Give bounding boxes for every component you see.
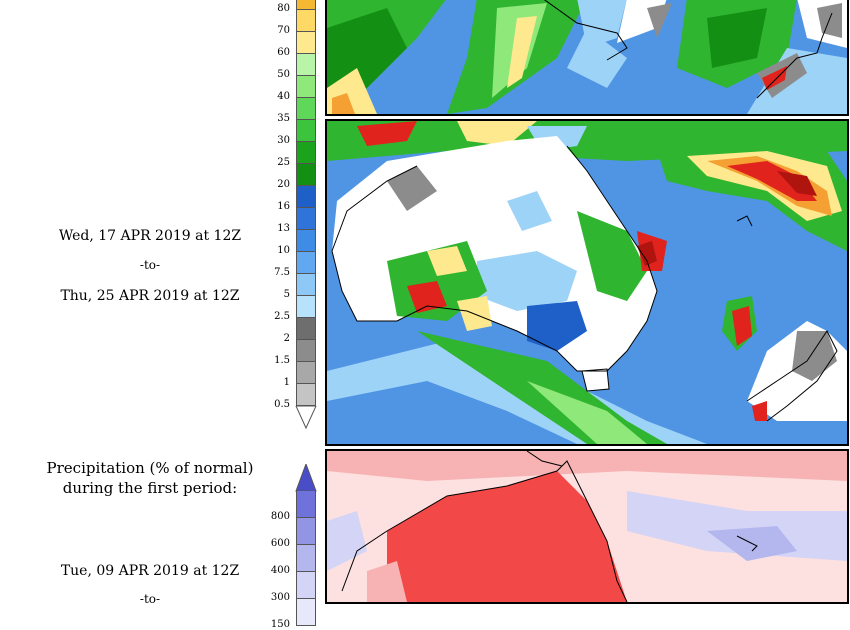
percent-colorbar: 800 600 400 300 150 <box>0 460 320 630</box>
amount-colorbar-segment <box>296 384 316 406</box>
amount-colorbar-segment <box>296 164 316 186</box>
percent-map <box>325 449 849 604</box>
amount-colorbar-label: 13 <box>277 223 290 234</box>
percent-colorbar-label: 800 <box>270 511 290 522</box>
percent-colorbar-label: 300 <box>270 592 290 603</box>
precip-map-top-svg <box>327 0 847 114</box>
percent-colorbar-label: 400 <box>270 565 290 576</box>
amount-colorbar-label: 40 <box>277 91 290 102</box>
amount-colorbar-label: 50 <box>277 69 290 80</box>
amount-colorbar-label: 2 <box>283 333 290 344</box>
amount-colorbar-label: 1 <box>283 377 290 388</box>
percent-colorbar-arrow-icon <box>295 464 317 492</box>
period-separator: -to- <box>139 258 161 272</box>
precip-map-middle-svg <box>327 121 847 444</box>
amount-colorbar-segment <box>296 10 316 32</box>
percent-title: Precipitation (% of normal) during the f… <box>30 458 270 498</box>
amount-colorbar-segment <box>296 230 316 252</box>
percent-colorbar-segment <box>296 545 316 572</box>
amount-colorbar-segment <box>296 0 316 10</box>
amount-colorbar-segment <box>296 362 316 384</box>
percent-colorbar-label: 150 <box>270 619 290 630</box>
amount-colorbar-segment <box>296 32 316 54</box>
percent-colorbar-segment <box>296 518 316 545</box>
amount-colorbar-label: 10 <box>277 245 290 256</box>
amount-colorbar-label: 1.5 <box>274 355 290 366</box>
amount-colorbar-label: 7.5 <box>274 267 290 278</box>
amount-colorbar-label: 60 <box>277 47 290 58</box>
amount-colorbar-label: 16 <box>277 201 290 212</box>
amount-colorbar-segment <box>296 340 316 362</box>
percent-colorbar-segment <box>296 599 316 626</box>
amount-colorbar-label: 35 <box>277 113 290 124</box>
amount-colorbar-label: 30 <box>277 135 290 146</box>
amount-colorbar-segment <box>296 120 316 142</box>
amount-colorbar-label: 0.5 <box>274 399 290 410</box>
percent-title-line2: during the first period: <box>62 479 238 497</box>
percent-colorbar-segment <box>296 491 316 518</box>
period-start-date: Wed, 17 APR 2019 at 12Z <box>58 228 242 244</box>
amount-colorbar-label: 5 <box>283 289 290 300</box>
percent-colorbar-segment <box>296 572 316 599</box>
amount-colorbar-segment <box>296 296 316 318</box>
amount-colorbar-segment <box>296 274 316 296</box>
percent-map-svg <box>327 451 847 602</box>
amount-colorbar-segment <box>296 54 316 76</box>
amount-colorbar-label: 25 <box>277 157 290 168</box>
amount-colorbar-segment <box>296 142 316 164</box>
amount-colorbar-segment <box>296 76 316 98</box>
amount-colorbar-label: 2.5 <box>274 311 290 322</box>
amount-colorbar-segment <box>296 252 316 274</box>
amount-colorbar-segment <box>296 318 316 340</box>
amount-colorbar-segment <box>296 98 316 120</box>
amount-colorbar: 80 70 60 50 40 35 30 25 20 16 13 10 7.5 5 2.5 2 1.5 1 0.5 <box>0 0 320 430</box>
amount-colorbar-label: 70 <box>277 25 290 36</box>
percent-title-line1: Precipitation (% of normal) <box>46 459 254 477</box>
precip-map-middle <box>325 119 849 446</box>
amount-colorbar-label: 20 <box>277 179 290 190</box>
percent-period-start: Tue, 09 APR 2019 at 12Z <box>60 563 240 579</box>
amount-colorbar-segment <box>296 208 316 230</box>
amount-colorbar-label: 80 <box>277 3 290 14</box>
period-end-date: Thu, 25 APR 2019 at 12Z <box>60 288 240 304</box>
amount-colorbar-arrow-icon <box>295 406 317 430</box>
percent-colorbar-label: 600 <box>270 538 290 549</box>
precip-map-top <box>325 0 849 116</box>
amount-colorbar-segment <box>296 186 316 208</box>
